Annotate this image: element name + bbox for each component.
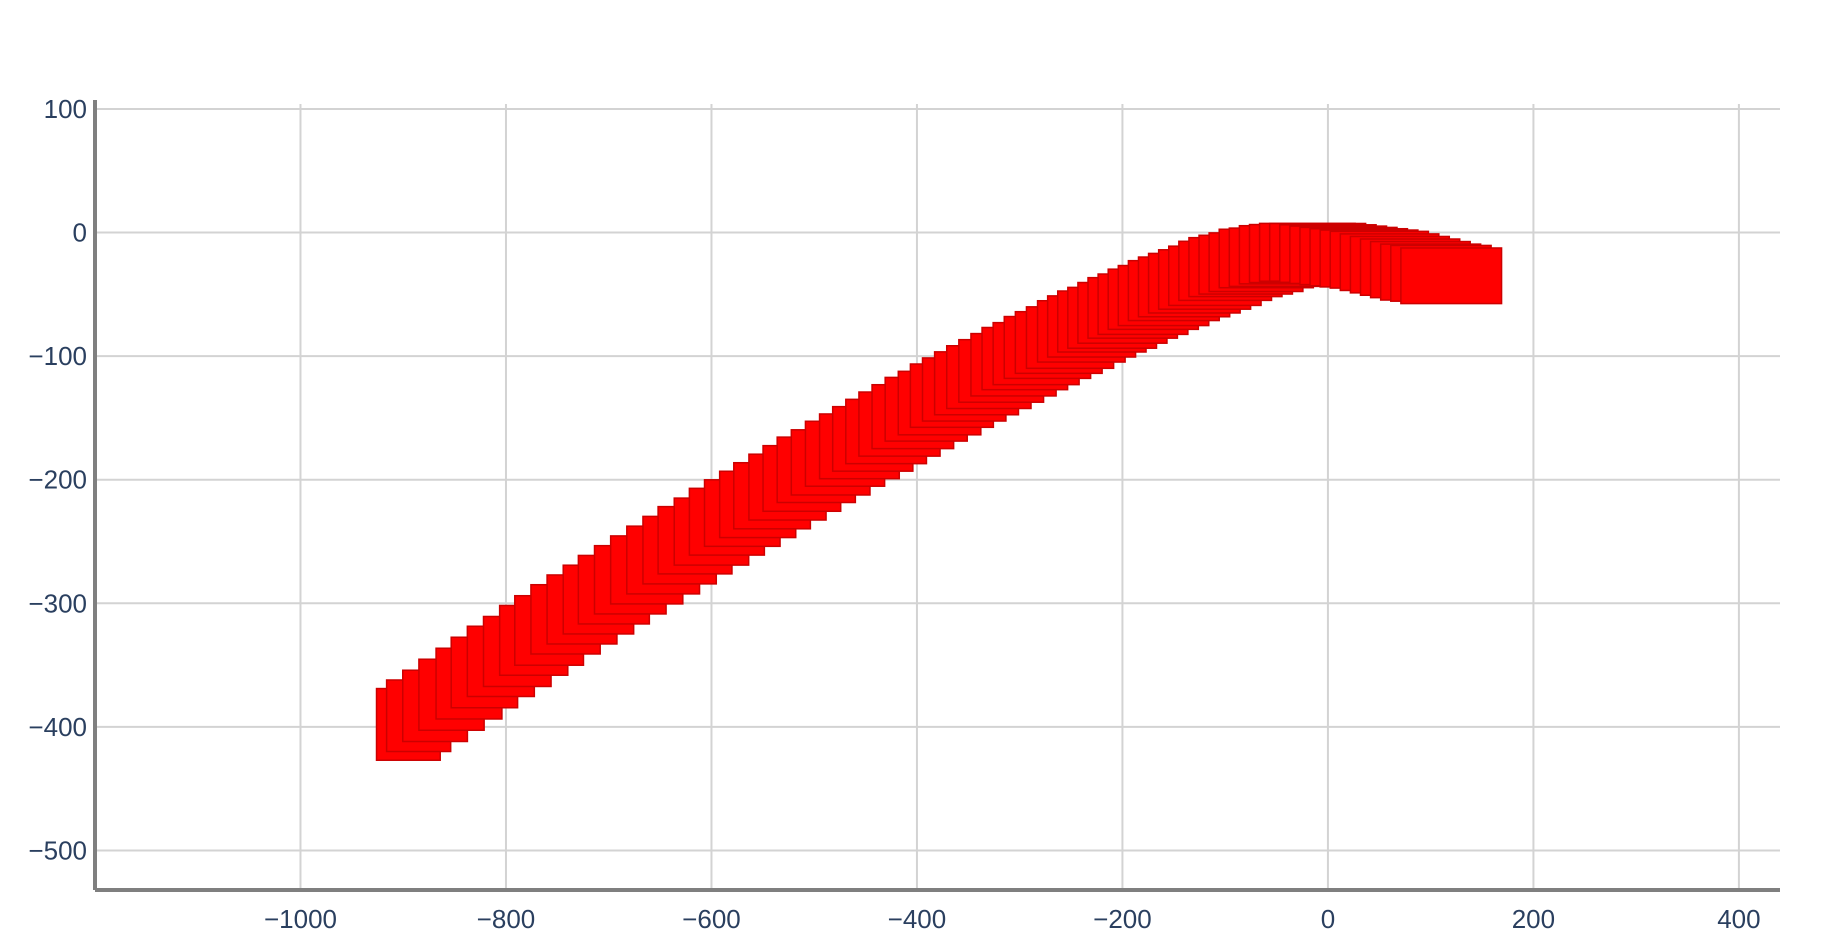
y-tick-label: −200 — [28, 465, 87, 495]
x-tick-label: −800 — [477, 904, 536, 934]
x-tick-label: −1000 — [264, 904, 337, 934]
y-tick-label: −100 — [28, 341, 87, 371]
y-tick-label: −500 — [28, 835, 87, 865]
x-tick-label: 0 — [1321, 904, 1335, 934]
y-tick-label: 100 — [44, 94, 87, 124]
x-tick-labels: −1000 −800 −600 −400 −200 0 200 400 — [264, 904, 1761, 934]
x-tick-label: −600 — [682, 904, 741, 934]
y-tick-label: −400 — [28, 712, 87, 742]
data-point — [1400, 247, 1503, 305]
marker-series — [375, 222, 1503, 761]
y-tick-label: −300 — [28, 588, 87, 618]
y-tick-labels: 100 0 −100 −200 −300 −400 −500 — [28, 94, 87, 866]
x-tick-label: 400 — [1717, 904, 1760, 934]
x-tick-label: 200 — [1512, 904, 1555, 934]
x-tick-label: −400 — [888, 904, 947, 934]
axes — [93, 100, 1780, 892]
y-tick-label: 0 — [73, 218, 87, 248]
x-tick-label: −200 — [1093, 904, 1152, 934]
